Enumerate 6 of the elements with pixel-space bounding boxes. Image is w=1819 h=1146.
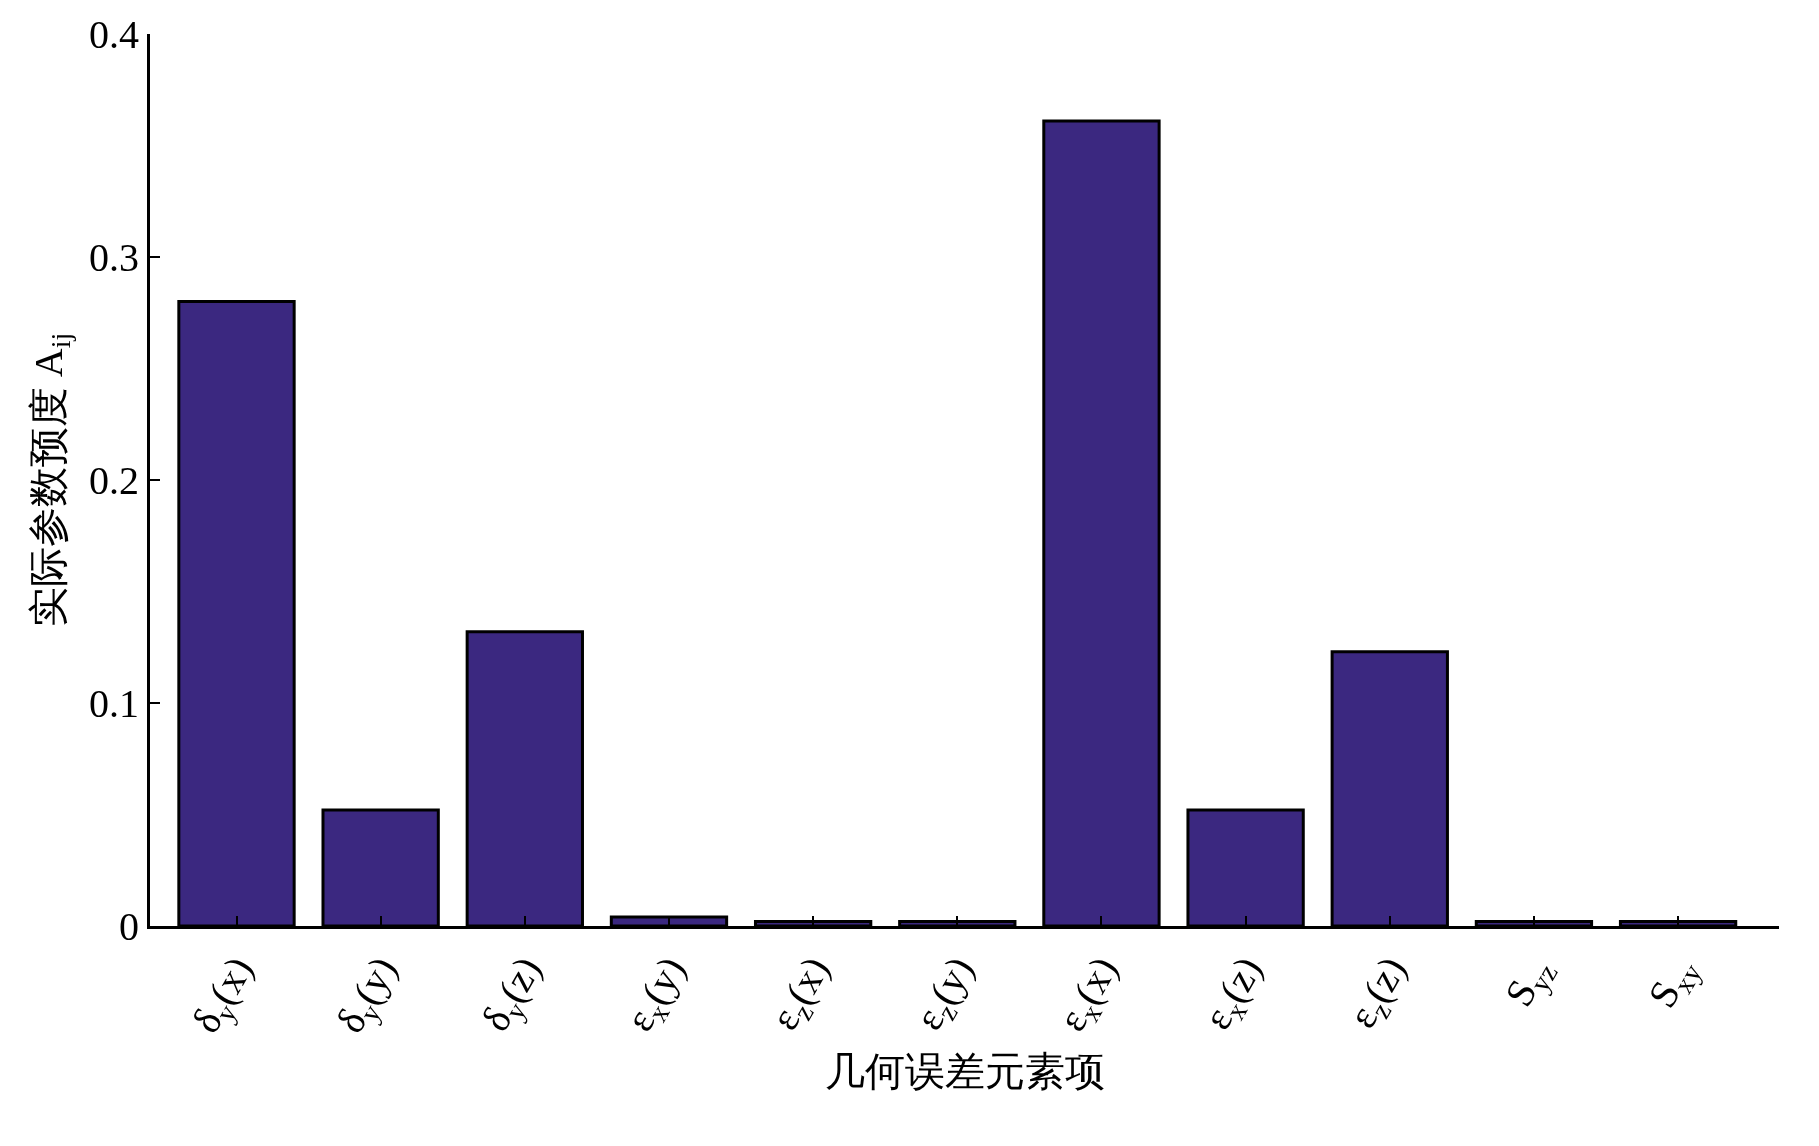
- y-tick-label: 0.3: [89, 235, 139, 280]
- x-axis-title: 几何误差元素项: [824, 1048, 1105, 1094]
- y-tick-label: 0.1: [89, 681, 139, 726]
- y-tick-label: 0.2: [89, 458, 139, 503]
- y-tick-label: 0: [119, 904, 139, 949]
- y-tick-label: 0.4: [89, 12, 139, 57]
